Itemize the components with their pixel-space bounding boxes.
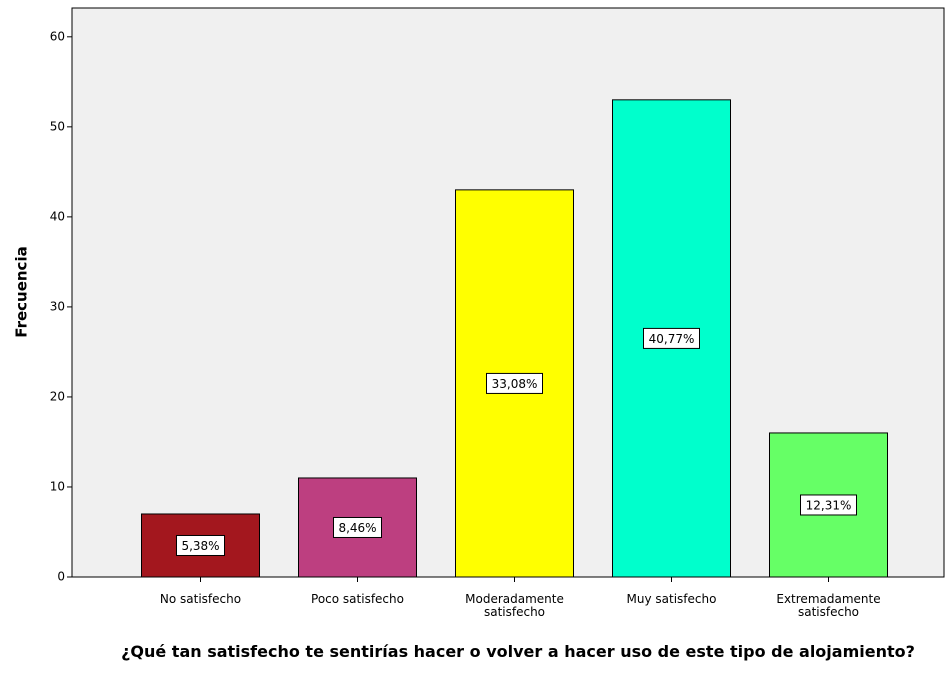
bar-label-box xyxy=(486,372,543,394)
x-tick-label: Extremadamente satisfecho xyxy=(776,593,881,619)
x-tick-label: Moderadamente satisfecho xyxy=(465,593,564,619)
y-tick-label: 20 xyxy=(50,389,65,403)
y-tick-label: 40 xyxy=(50,209,65,223)
bar-label-box xyxy=(333,516,382,538)
x-tick-label-box: Extremadamente satisfecho xyxy=(776,593,881,619)
bar-label: 40,77% xyxy=(649,332,695,346)
bar-label: 33,08% xyxy=(492,377,538,391)
bar-label: 12,31% xyxy=(806,498,852,512)
x-tick-label-box: Moderadamente satisfecho xyxy=(465,593,564,619)
x-tick-label: Poco satisfecho xyxy=(311,593,404,606)
x-tick-label-box: No satisfecho xyxy=(159,593,242,606)
x-axis-title-box: ¿Qué tan satisfecho te sentirías hacer o… xyxy=(121,642,915,661)
y-tick-label: 10 xyxy=(50,479,65,493)
x-tick-label: Muy satisfecho xyxy=(626,593,717,606)
x-tick-label: No satisfecho xyxy=(159,593,242,606)
y-tick-label: 30 xyxy=(50,299,65,313)
y-tick-label: 60 xyxy=(50,29,65,43)
y-axis-title: Frecuencia xyxy=(13,246,31,337)
x-axis-title: ¿Qué tan satisfecho te sentirías hacer o… xyxy=(121,642,915,661)
x-tick-label-box: Muy satisfecho xyxy=(626,593,717,606)
bar-label: 5,38% xyxy=(181,539,219,553)
bar-label-box xyxy=(800,494,857,516)
bar-label-box xyxy=(643,327,700,349)
x-tick-label-box: Poco satisfecho xyxy=(311,593,404,606)
bar-label-box xyxy=(176,534,225,556)
bar xyxy=(298,477,417,578)
bar-label: 8,46% xyxy=(338,521,376,535)
y-tick-label: 50 xyxy=(50,119,65,133)
y-tick-label: 0 xyxy=(57,570,65,584)
